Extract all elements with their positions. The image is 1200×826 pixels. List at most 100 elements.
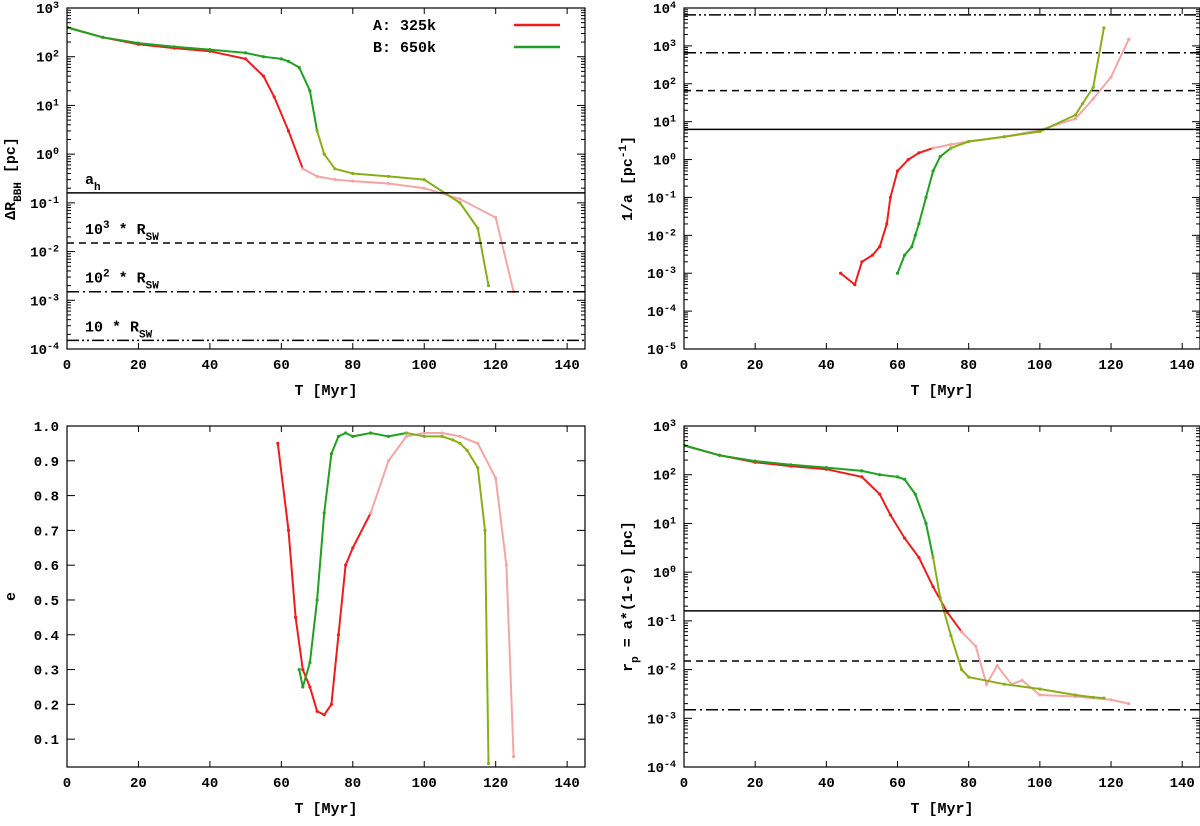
x-tick-label: 0 <box>680 776 688 792</box>
data-point <box>924 521 928 526</box>
data-point <box>1102 696 1106 700</box>
y-tick-label: 0.5 <box>34 594 59 610</box>
data-point <box>351 171 355 176</box>
data-point <box>322 152 326 156</box>
data-point <box>511 755 516 759</box>
data-point <box>329 702 333 707</box>
data-point <box>995 664 999 668</box>
data-point <box>286 59 291 64</box>
y-tick-label: 1.0 <box>34 420 59 436</box>
data-point <box>276 441 280 445</box>
series-line-late-1 <box>316 130 490 286</box>
y-tick-base: 10 <box>36 148 53 164</box>
y-tick-exponent: -4 <box>47 342 59 353</box>
data-point <box>1002 682 1006 686</box>
data-point <box>984 682 989 686</box>
y-tick-label: 10-5 <box>647 342 676 360</box>
y-tick-label: 102 <box>653 467 676 485</box>
data-point <box>322 713 326 717</box>
data-point <box>101 35 105 39</box>
x-tick-label: 40 <box>201 358 218 374</box>
panel-bottom-left: 0 20 40 60 80 100 120 140 0.1 0.2 0.3 0.4 0.5 0.6 0.7 0… <box>3 420 586 818</box>
y-axis-label: 1/a [pc-1] <box>618 136 637 221</box>
y-tick-base: 10 <box>36 99 53 115</box>
plot-frame <box>66 425 586 768</box>
series-group <box>684 443 1131 706</box>
y-tick-label: 103 <box>653 419 676 437</box>
y-tick-label: 10-1 <box>647 190 676 208</box>
panel-bottom-right: 0 20 40 60 80 100 120 14010-410-310-210-1100101… <box>620 419 1200 818</box>
series-group <box>839 26 1131 287</box>
data-point <box>931 169 935 173</box>
series-group <box>276 431 516 766</box>
y-tick-label: 103 <box>36 1 59 19</box>
data-point <box>1073 117 1077 121</box>
y-tick-exponent: 1 <box>670 516 676 527</box>
y-tick-label: 0.3 <box>34 664 59 680</box>
y-tick-exponent: 0 <box>53 147 59 158</box>
data-point <box>261 55 266 59</box>
data-point <box>451 438 455 442</box>
series-line-late-0 <box>369 432 515 757</box>
data-point <box>789 463 793 467</box>
data-point <box>913 492 917 496</box>
y-tick-base: 10 <box>30 197 47 213</box>
data-point <box>440 431 444 435</box>
y-tick-exponent: -4 <box>664 304 676 315</box>
data-point <box>333 178 337 182</box>
x-axis-label: T [Myr] <box>910 801 973 818</box>
data-point <box>1091 695 1095 699</box>
data-point <box>308 89 312 93</box>
data-point <box>1038 687 1042 691</box>
y-tick-exponent: 0 <box>670 152 676 163</box>
y-tick-exponent: -5 <box>664 342 676 353</box>
y-tick-base: 10 <box>30 343 47 359</box>
data-point <box>294 615 298 620</box>
data-point <box>860 475 864 479</box>
data-point <box>910 245 914 249</box>
data-point <box>903 536 907 540</box>
y-tick-label: 102 <box>36 49 59 67</box>
y-axis-label: ΔRBBH [pc] <box>3 137 25 220</box>
x-tick-label: 80 <box>344 776 361 792</box>
data-point <box>913 233 917 237</box>
data-point <box>931 146 935 150</box>
x-tick-label: 140 <box>1170 776 1195 792</box>
y-tick-label: 0.1 <box>34 733 59 749</box>
y-tick-base: 10 <box>653 469 670 485</box>
data-point <box>839 271 843 275</box>
data-point <box>422 178 426 182</box>
reference-line-label: ah <box>85 172 101 194</box>
y-tick-exponent: 4 <box>670 1 676 12</box>
x-tick-label: 80 <box>344 358 361 374</box>
y-tick-exponent: 2 <box>670 76 676 87</box>
y-axis-label-part: 1/a [pc <box>620 158 637 221</box>
data-point <box>1038 693 1042 697</box>
legend-label: B: 650k <box>373 40 436 57</box>
y-tick-base: 10 <box>36 51 53 67</box>
y-tick-exponent: -4 <box>664 760 676 771</box>
data-point <box>458 441 462 445</box>
data-point <box>924 195 928 199</box>
x-tick-label: 120 <box>1098 776 1123 792</box>
reference-line-label-part: * R <box>110 271 146 288</box>
plot-frame <box>66 7 586 350</box>
data-point <box>1073 693 1077 697</box>
data-point <box>917 151 921 155</box>
reference-line-label-part: SW <box>146 232 160 244</box>
y-axis-label-part: e <box>3 592 20 601</box>
series-line-late-1 <box>932 557 1104 700</box>
data-point <box>286 129 291 133</box>
y-axis-label-part: [pc] <box>3 137 20 182</box>
data-point <box>1081 102 1085 106</box>
data-point <box>422 431 426 435</box>
x-tick-label: 20 <box>747 776 764 792</box>
data-point <box>333 167 337 171</box>
data-point <box>315 709 319 713</box>
x-axis-label-part: T [Myr] <box>910 801 973 818</box>
x-axis-label-part: T [Myr] <box>294 801 357 818</box>
y-tick-base: 10 <box>647 305 664 321</box>
data-point <box>718 453 722 457</box>
reference-line-label-part: * R <box>110 222 146 239</box>
x-tick-label: 100 <box>1027 358 1052 374</box>
